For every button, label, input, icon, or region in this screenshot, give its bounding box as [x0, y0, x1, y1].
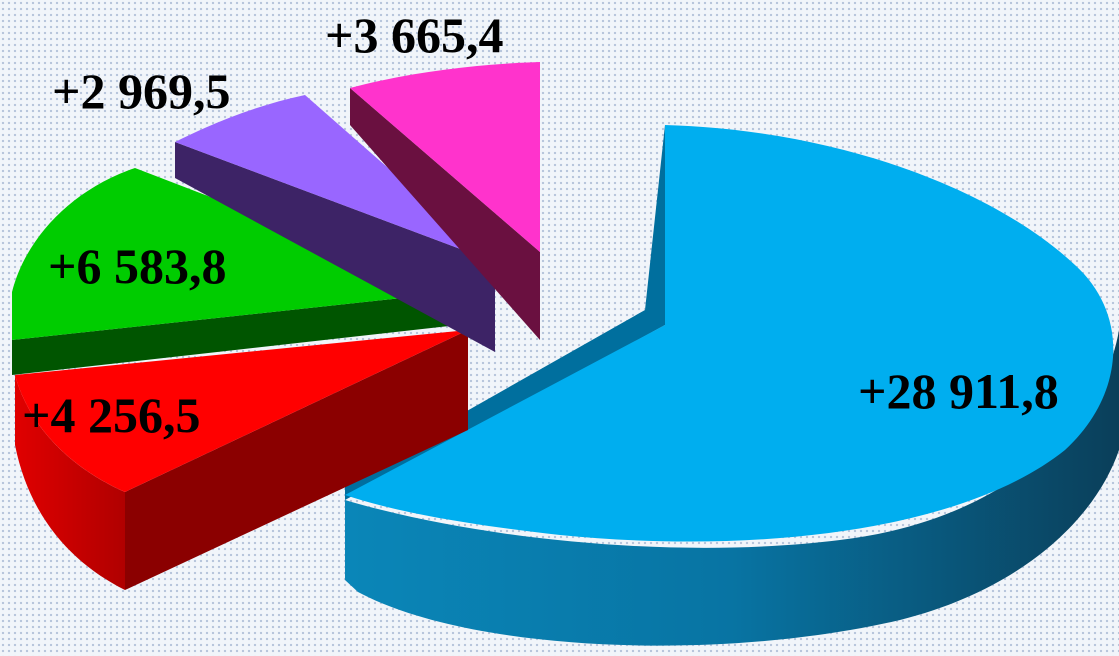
slice-side	[175, 142, 495, 352]
slice-top	[350, 62, 540, 252]
slice-side	[125, 330, 468, 590]
slice-top	[15, 330, 468, 492]
pie-slice-green	[12, 168, 458, 375]
slice-side	[350, 88, 540, 340]
data-label-red: +4 256,5	[22, 387, 201, 443]
pie-slice-pink	[350, 62, 540, 340]
slice-side	[345, 330, 1119, 646]
slice-top	[345, 125, 1114, 542]
data-label-purple: +2 969,5	[52, 63, 231, 119]
pie-slice-purple	[175, 95, 495, 352]
slice-front	[15, 375, 125, 590]
data-label-green: +6 583,8	[48, 238, 227, 294]
slice-top	[12, 168, 458, 340]
slice-top	[175, 95, 495, 262]
pie-slice-red	[15, 330, 468, 590]
slice-side	[12, 292, 458, 375]
data-label-blue: +28 911,8	[858, 363, 1059, 419]
data-label-pink: +3 665,4	[325, 7, 504, 63]
